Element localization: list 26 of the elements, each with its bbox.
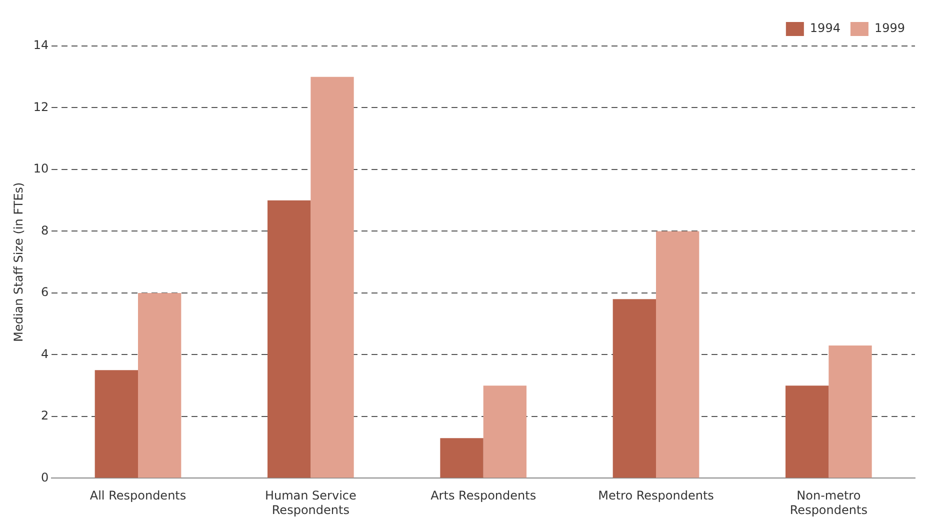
bar [612, 299, 656, 478]
bar [138, 292, 182, 478]
x-tick-label: Arts Respondents [430, 488, 536, 503]
bar [310, 76, 354, 478]
bar [268, 200, 311, 478]
y-tick-label: 0 [41, 470, 49, 484]
x-tick-label: Metro Respondents [598, 488, 714, 503]
y-tick-label: 14 [33, 38, 49, 52]
x-tick-label: All Respondents [90, 488, 186, 503]
y-axis-title: Median Staff Size (in FTEs) [11, 182, 26, 342]
legend-label: 1994 [810, 21, 840, 36]
bar [786, 386, 829, 478]
legend-label: 1999 [874, 21, 906, 36]
bar [483, 386, 526, 478]
y-tick-label: 2 [41, 408, 49, 423]
x-tick-label: Human Service Respondents [264, 488, 356, 517]
x-tick-label: Non-metro Respondents [790, 488, 868, 517]
bar [656, 231, 700, 478]
bar [828, 345, 872, 478]
bar [94, 370, 138, 478]
y-tick-label: 8 [41, 223, 49, 238]
y-tick-label: 6 [41, 285, 49, 300]
y-tick-label: 10 [33, 162, 49, 176]
bar [440, 438, 484, 478]
y-tick-label: 12 [33, 100, 49, 114]
y-tick-label: 4 [41, 346, 49, 361]
